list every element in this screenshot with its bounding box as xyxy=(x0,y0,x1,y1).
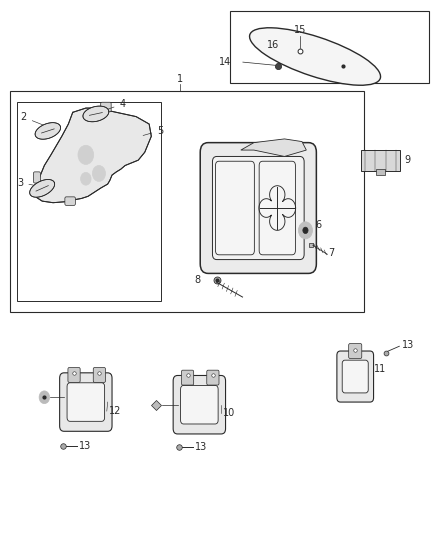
Polygon shape xyxy=(30,180,55,197)
Text: 3: 3 xyxy=(17,177,39,188)
Text: 2: 2 xyxy=(21,112,46,126)
FancyBboxPatch shape xyxy=(67,383,105,421)
FancyBboxPatch shape xyxy=(200,143,316,273)
Text: 16: 16 xyxy=(267,41,279,50)
FancyBboxPatch shape xyxy=(342,360,368,393)
Text: 12: 12 xyxy=(109,406,121,416)
Ellipse shape xyxy=(250,28,381,85)
Bar xyxy=(11,91,364,312)
Circle shape xyxy=(78,146,94,165)
FancyBboxPatch shape xyxy=(181,370,194,385)
Polygon shape xyxy=(35,123,60,139)
FancyBboxPatch shape xyxy=(259,161,295,255)
FancyBboxPatch shape xyxy=(349,344,362,359)
FancyBboxPatch shape xyxy=(68,368,80,382)
Text: 1: 1 xyxy=(177,74,183,84)
Text: 15: 15 xyxy=(293,25,306,35)
Circle shape xyxy=(39,391,49,403)
Text: 9: 9 xyxy=(405,155,411,165)
Text: 4: 4 xyxy=(105,99,126,110)
Circle shape xyxy=(81,172,91,185)
Text: 13: 13 xyxy=(195,442,207,452)
FancyBboxPatch shape xyxy=(215,161,254,255)
Text: 7: 7 xyxy=(328,248,334,258)
FancyBboxPatch shape xyxy=(180,385,218,424)
Polygon shape xyxy=(241,139,306,157)
FancyBboxPatch shape xyxy=(337,351,374,402)
FancyBboxPatch shape xyxy=(93,368,106,382)
Polygon shape xyxy=(83,106,109,122)
FancyBboxPatch shape xyxy=(60,373,112,431)
Bar xyxy=(17,102,161,301)
Circle shape xyxy=(303,227,308,233)
FancyBboxPatch shape xyxy=(207,370,219,385)
FancyBboxPatch shape xyxy=(212,157,304,260)
Text: 14: 14 xyxy=(219,57,231,67)
Bar xyxy=(230,11,428,83)
Text: 10: 10 xyxy=(223,408,236,418)
Text: 6: 6 xyxy=(315,220,321,230)
Circle shape xyxy=(92,165,106,181)
Text: 13: 13 xyxy=(402,340,414,350)
Text: 5: 5 xyxy=(143,126,163,135)
Bar xyxy=(361,150,400,171)
Polygon shape xyxy=(36,108,151,203)
FancyBboxPatch shape xyxy=(173,375,226,434)
Bar xyxy=(376,168,385,175)
Text: 13: 13 xyxy=(79,441,92,451)
FancyBboxPatch shape xyxy=(33,172,40,183)
FancyBboxPatch shape xyxy=(65,197,75,205)
Text: 8: 8 xyxy=(194,275,200,285)
FancyBboxPatch shape xyxy=(101,102,111,112)
Text: 11: 11 xyxy=(374,364,387,374)
Circle shape xyxy=(298,222,312,239)
